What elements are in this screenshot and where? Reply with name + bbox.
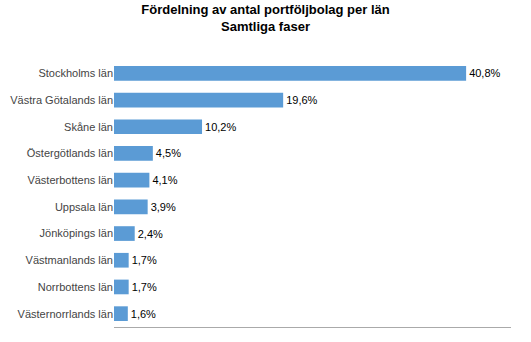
svg-text:1,6%: 1,6% bbox=[131, 308, 156, 320]
svg-text:Norrbottens län: Norrbottens län bbox=[38, 281, 113, 293]
svg-text:19,6%: 19,6% bbox=[286, 94, 317, 106]
svg-text:3,9%: 3,9% bbox=[151, 201, 176, 213]
svg-text:Västernorrlands län: Västernorrlands län bbox=[18, 308, 113, 320]
svg-text:2,4%: 2,4% bbox=[138, 228, 163, 240]
svg-text:4,1%: 4,1% bbox=[152, 174, 177, 186]
svg-text:Uppsala län: Uppsala län bbox=[55, 201, 113, 213]
svg-text:1,7%: 1,7% bbox=[132, 281, 157, 293]
svg-text:1,7%: 1,7% bbox=[132, 254, 157, 266]
svg-text:Fördelning av antal portföljbo: Fördelning av antal portföljbolag per lä… bbox=[141, 2, 390, 34]
svg-text:Jönköpings län: Jönköpings län bbox=[40, 227, 113, 239]
svg-text:40,8%: 40,8% bbox=[469, 67, 500, 79]
svg-text:Västra Götalands län: Västra Götalands län bbox=[10, 94, 113, 106]
svg-text:Västmanlands län: Västmanlands län bbox=[26, 254, 113, 266]
svg-text:Västerbottens län: Västerbottens län bbox=[27, 174, 113, 186]
svg-text:Östergötlands län: Östergötlands län bbox=[27, 147, 113, 159]
svg-text:Skåne län: Skåne län bbox=[64, 121, 113, 133]
svg-text:10,2%: 10,2% bbox=[205, 121, 236, 133]
svg-text:Stockholms län: Stockholms län bbox=[38, 67, 113, 79]
svg-text:4,5%: 4,5% bbox=[156, 147, 181, 159]
